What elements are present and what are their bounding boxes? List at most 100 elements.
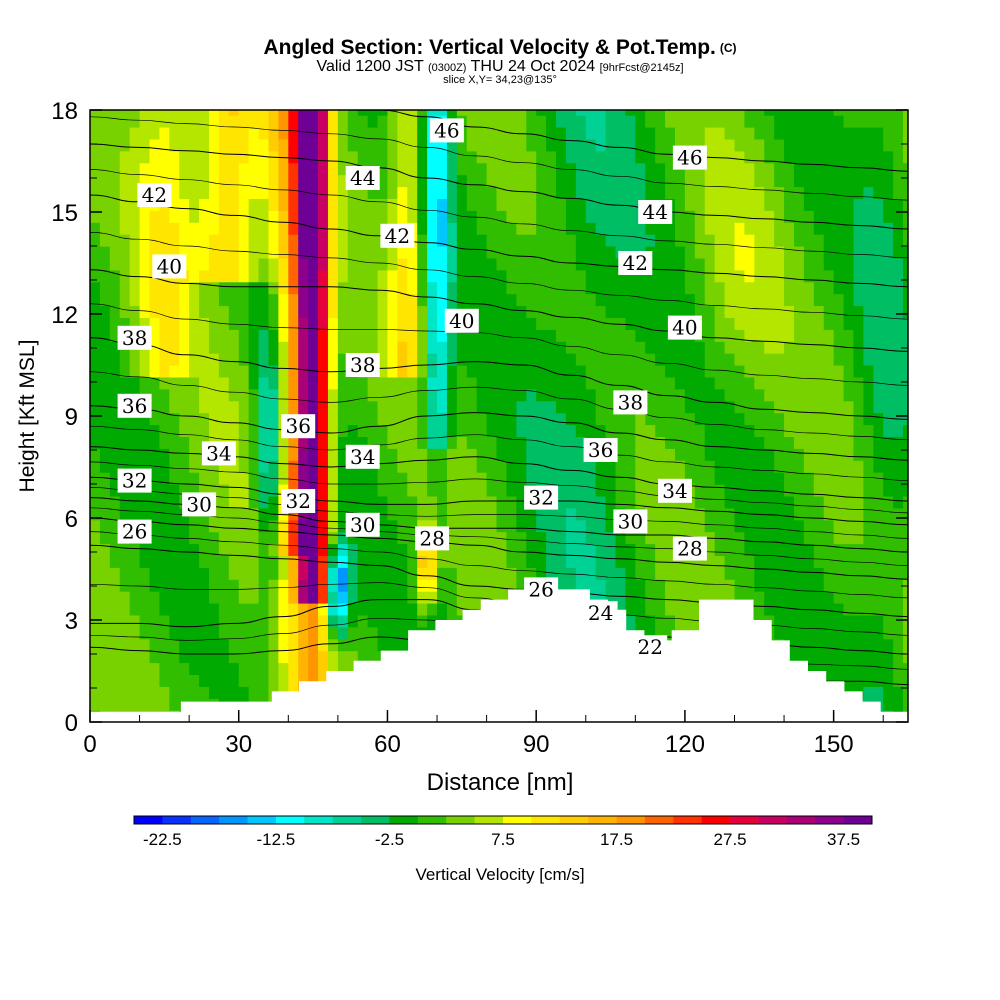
velocity-cell <box>873 234 884 247</box>
velocity-cell <box>109 222 121 235</box>
velocity-cell <box>595 269 607 283</box>
velocity-cell <box>793 626 805 640</box>
velocity-cell <box>893 115 904 128</box>
velocity-cell <box>357 567 369 580</box>
velocity-cell <box>714 162 726 176</box>
velocity-cell <box>704 448 716 461</box>
velocity-cell <box>437 591 448 604</box>
velocity-cell <box>843 567 855 580</box>
theta-label: 46 <box>429 118 464 143</box>
velocity-cell <box>883 412 894 426</box>
velocity-cell <box>813 603 825 616</box>
velocity-cell <box>218 127 230 140</box>
velocity-cell <box>536 210 547 223</box>
velocity-cell <box>308 448 319 461</box>
velocity-cell <box>764 448 775 461</box>
theta-label-box <box>613 509 648 534</box>
velocity-cell <box>139 638 151 652</box>
velocity-cell <box>694 472 706 485</box>
velocity-cell <box>655 269 666 283</box>
velocity-cell <box>377 400 389 414</box>
velocity-cell <box>90 626 101 640</box>
velocity-cell <box>655 329 666 342</box>
velocity-cell <box>793 341 805 354</box>
velocity-cell <box>704 317 716 330</box>
velocity-cell <box>595 472 607 485</box>
velocity-cell <box>169 603 180 616</box>
velocity-cell <box>575 400 587 414</box>
velocity-cell <box>684 186 696 199</box>
velocity-cell <box>893 341 904 354</box>
velocity-cell <box>189 638 200 652</box>
velocity-cell <box>536 269 547 283</box>
velocity-cell <box>585 234 597 247</box>
velocity-cell <box>655 448 666 461</box>
velocity-cell <box>803 110 815 116</box>
velocity-cell <box>674 519 686 533</box>
velocity-cell <box>793 495 805 509</box>
velocity-cell <box>704 365 716 378</box>
theta-label-text: 34 <box>350 445 375 469</box>
velocity-cell <box>863 305 874 318</box>
velocity-cell <box>208 281 220 295</box>
velocity-cell <box>674 614 686 628</box>
colorbar-swatch <box>389 816 419 824</box>
velocity-cell <box>793 507 805 521</box>
velocity-cell <box>674 436 686 449</box>
velocity-cell <box>764 495 775 509</box>
velocity-cell <box>823 591 835 604</box>
velocity-cell <box>674 138 686 152</box>
velocity-cell <box>714 579 726 592</box>
velocity-cell <box>734 567 745 580</box>
velocity-cell <box>724 305 736 318</box>
velocity-cell <box>417 174 428 188</box>
velocity-cell <box>655 174 666 188</box>
velocity-cell <box>635 555 646 568</box>
velocity-cell <box>377 257 389 271</box>
velocity-cell <box>585 567 597 580</box>
velocity-cell <box>575 507 587 521</box>
velocity-cell <box>90 376 101 390</box>
velocity-cell <box>159 626 170 640</box>
velocity-cell <box>714 186 726 199</box>
velocity-cell <box>784 567 795 580</box>
velocity-cell <box>90 186 101 199</box>
velocity-cell <box>318 531 329 545</box>
velocity-cell <box>764 305 775 318</box>
velocity-cell <box>803 353 815 366</box>
velocity-cell <box>516 412 527 426</box>
theta-label-text: 34 <box>206 441 231 465</box>
theta-label-text: 42 <box>623 251 648 275</box>
velocity-cell <box>456 376 468 390</box>
velocity-cell <box>476 448 488 461</box>
velocity-cell <box>278 115 289 128</box>
velocity-cell <box>893 400 904 414</box>
velocity-cell <box>575 281 587 295</box>
velocity-cell <box>179 246 190 259</box>
velocity-cell <box>615 174 627 188</box>
velocity-cell <box>546 567 557 580</box>
velocity-cell <box>803 198 815 211</box>
velocity-cell <box>357 234 369 247</box>
velocity-cell <box>724 186 736 199</box>
velocity-cell <box>159 650 170 664</box>
velocity-cell <box>90 519 101 533</box>
velocity-cell <box>853 110 864 116</box>
velocity-cell <box>853 591 864 604</box>
velocity-cell <box>853 353 864 366</box>
velocity-cell <box>853 614 864 628</box>
velocity-cell <box>476 305 488 318</box>
velocity-cell <box>823 293 835 307</box>
velocity-cell <box>298 138 309 152</box>
velocity-cell <box>258 222 270 235</box>
velocity-cell <box>714 531 726 545</box>
velocity-cell <box>337 127 349 140</box>
velocity-cell <box>337 210 349 223</box>
velocity-cell <box>625 293 636 307</box>
velocity-cell <box>486 484 498 497</box>
velocity-cell <box>109 567 121 580</box>
velocity-cell <box>546 424 557 437</box>
velocity-cell <box>714 376 726 390</box>
velocity-cell <box>437 317 448 330</box>
velocity-cell <box>526 210 537 223</box>
